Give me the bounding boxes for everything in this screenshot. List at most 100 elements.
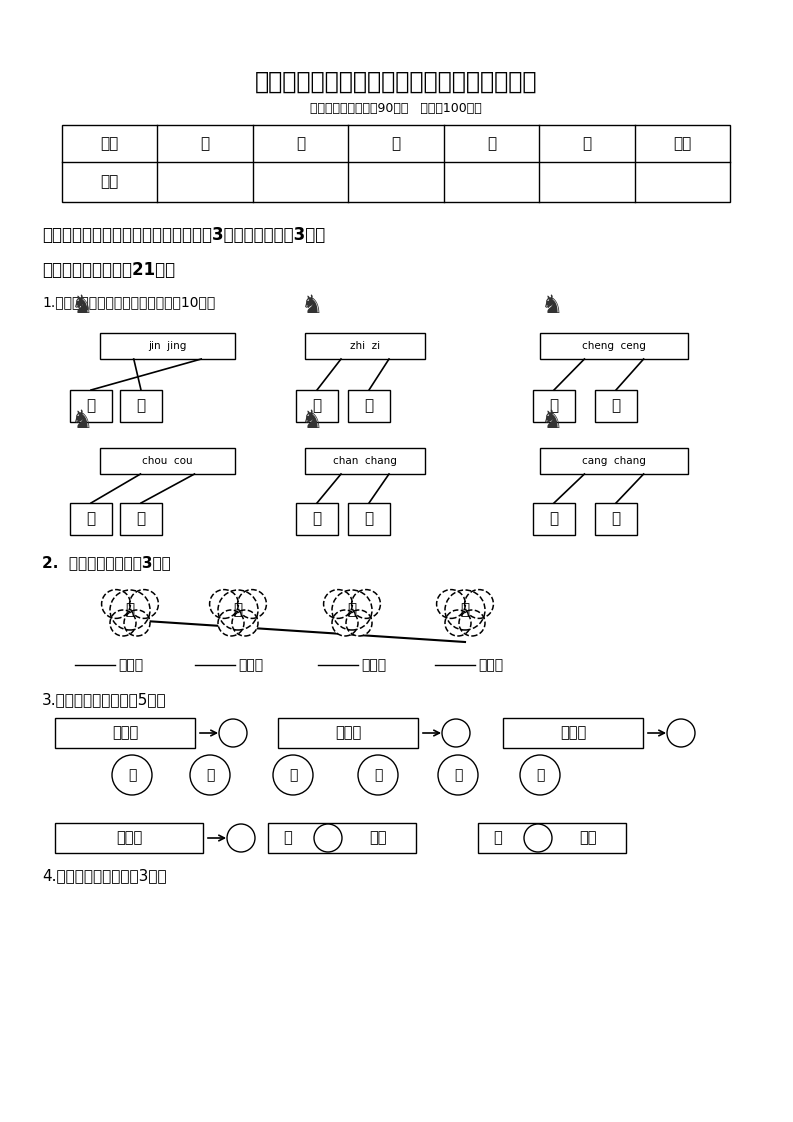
Bar — [305, 448, 425, 473]
Circle shape — [112, 755, 152, 795]
Circle shape — [437, 589, 465, 618]
Text: 湖北公安县二年级语文上学期期末考试测试题: 湖北公安县二年级语文上学期期末考试测试题 — [255, 70, 537, 94]
Circle shape — [124, 610, 150, 636]
Text: 乘: 乘 — [550, 398, 558, 414]
Text: 巨: 巨 — [611, 398, 621, 414]
Circle shape — [445, 610, 471, 636]
Text: 棺司方: 棺司方 — [116, 830, 142, 846]
Text: 步: 步 — [365, 398, 374, 414]
Text: 2.  照样子连一连。（3分）: 2. 照样子连一连。（3分） — [42, 555, 170, 570]
Circle shape — [129, 589, 159, 618]
Text: 坡: 坡 — [347, 603, 357, 617]
Text: 鼠: 鼠 — [374, 767, 382, 782]
Text: ♞: ♞ — [71, 410, 94, 433]
Circle shape — [459, 610, 485, 636]
Bar — [540, 448, 688, 473]
Bar — [595, 503, 637, 535]
Text: （统编版）（时间：90分钟   总分：100分）: （统编版）（时间：90分钟 总分：100分） — [310, 101, 482, 114]
Text: 4.照样子，连成句。（3分）: 4.照样子，连成句。（3分） — [42, 868, 167, 883]
Bar — [62, 125, 730, 202]
Bar — [100, 448, 235, 473]
Bar — [100, 333, 235, 359]
Text: cheng  ceng: cheng ceng — [582, 341, 646, 351]
Bar — [120, 503, 162, 535]
Text: 1.把汉字和正确的音节连在一起。（10分）: 1.把汉字和正确的音节连在一起。（10分） — [42, 295, 215, 309]
Circle shape — [218, 590, 258, 629]
Text: 加: 加 — [493, 830, 503, 846]
Text: 霎: 霎 — [461, 603, 469, 617]
Text: 艘: 艘 — [86, 512, 96, 526]
Circle shape — [346, 610, 372, 636]
Text: 山: 山 — [136, 512, 146, 526]
Text: 着衣裳: 着衣裳 — [238, 657, 263, 672]
Text: 3.照样子连成词语。（5分）: 3.照样子连成词语。（5分） — [42, 692, 167, 708]
Text: 评分: 评分 — [101, 175, 119, 190]
Text: ♞: ♞ — [541, 294, 563, 318]
Text: 培: 培 — [86, 398, 96, 414]
Bar — [268, 824, 416, 853]
Text: ♞: ♞ — [301, 410, 324, 433]
Text: 着眼睛: 着眼睛 — [478, 657, 503, 672]
Text: 甘: 甘 — [365, 512, 374, 526]
Text: 卜: 卜 — [312, 398, 322, 414]
Text: chou  cou: chou cou — [142, 456, 193, 466]
Circle shape — [218, 610, 244, 636]
Text: 二: 二 — [296, 136, 305, 151]
Text: 着尾巴: 着尾巴 — [361, 657, 386, 672]
Bar — [55, 718, 195, 748]
Circle shape — [314, 824, 342, 852]
Bar — [70, 503, 112, 535]
Text: 副: 副 — [312, 512, 322, 526]
Bar — [533, 503, 575, 535]
Circle shape — [324, 589, 352, 618]
Text: 添翼: 添翼 — [370, 830, 387, 846]
Text: ♞: ♞ — [541, 410, 563, 433]
Circle shape — [524, 824, 552, 852]
Circle shape — [273, 755, 313, 795]
Bar — [348, 503, 390, 535]
Bar — [540, 333, 688, 359]
Circle shape — [332, 590, 372, 629]
Text: 四: 四 — [487, 136, 496, 151]
Circle shape — [520, 755, 560, 795]
Circle shape — [110, 610, 136, 636]
Text: 五: 五 — [582, 136, 592, 151]
Bar — [278, 718, 418, 748]
Circle shape — [102, 589, 130, 618]
Text: ♞: ♞ — [71, 294, 94, 318]
Bar — [55, 824, 203, 853]
Bar — [296, 503, 338, 535]
Circle shape — [438, 755, 478, 795]
Text: 訕: 訕 — [125, 603, 135, 617]
Bar — [120, 390, 162, 422]
Text: 晶: 晶 — [611, 512, 621, 526]
Text: ♞: ♞ — [301, 294, 324, 318]
Circle shape — [442, 719, 470, 747]
Text: 着肚皮: 着肚皮 — [118, 657, 143, 672]
Text: 加: 加 — [284, 830, 293, 846]
Circle shape — [238, 589, 266, 618]
Text: 二、趣味连连看。（21分）: 二、趣味连连看。（21分） — [42, 261, 175, 279]
Bar — [533, 390, 575, 422]
Text: 三: 三 — [392, 136, 400, 151]
Text: 总分: 总分 — [673, 136, 691, 151]
Circle shape — [667, 719, 695, 747]
Bar — [296, 390, 338, 422]
Text: 用: 用 — [233, 603, 243, 617]
Bar — [595, 390, 637, 422]
Text: 阳小加: 阳小加 — [112, 726, 138, 741]
Text: 龙: 龙 — [536, 767, 544, 782]
Bar — [348, 390, 390, 422]
Text: jin  jing: jin jing — [148, 341, 186, 351]
Circle shape — [110, 590, 150, 629]
Text: 龙: 龙 — [136, 398, 146, 414]
Text: cang  chang: cang chang — [582, 456, 646, 466]
Circle shape — [332, 610, 358, 636]
Circle shape — [465, 589, 493, 618]
Text: zhi  zi: zhi zi — [350, 341, 380, 351]
Circle shape — [209, 589, 239, 618]
Text: 伤: 伤 — [550, 512, 558, 526]
Text: 害胆方: 害胆方 — [335, 726, 361, 741]
Circle shape — [232, 610, 258, 636]
Circle shape — [445, 590, 485, 629]
